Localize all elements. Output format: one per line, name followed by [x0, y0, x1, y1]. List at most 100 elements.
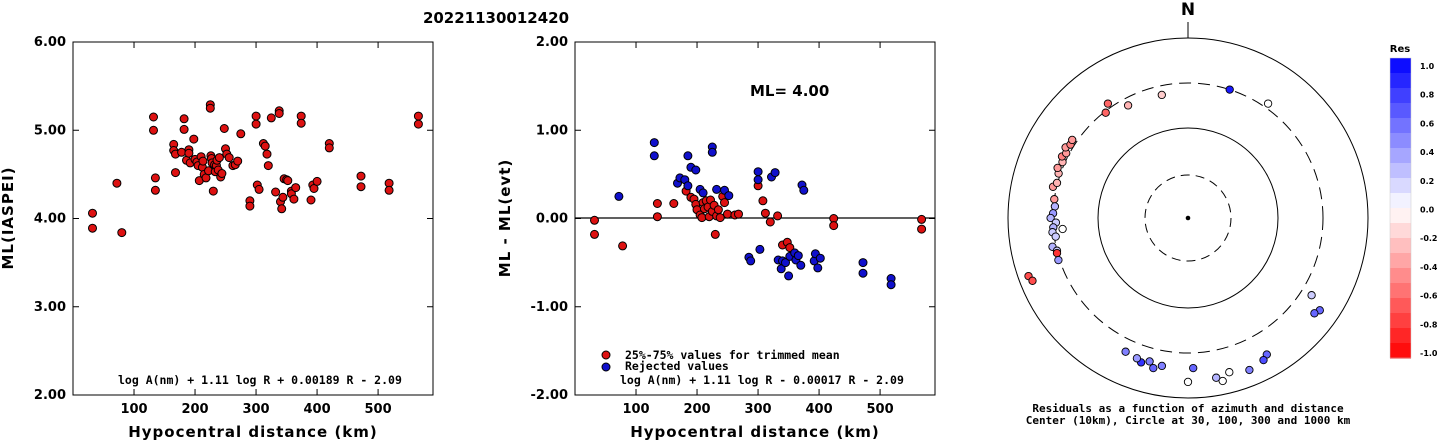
- legend: 25%-75% values for trimmed mean Rejected…: [601, 348, 840, 373]
- data-point: [289, 194, 299, 204]
- x-tick-label: 500: [867, 402, 894, 417]
- station-residual-point: [1225, 85, 1234, 94]
- data-point: [707, 147, 717, 157]
- station-residual-point: [1307, 291, 1316, 300]
- x-tick-label: 100: [120, 402, 147, 417]
- data-point: [683, 151, 693, 161]
- data-point: [179, 124, 189, 134]
- data-point: [652, 199, 662, 208]
- data-point: [781, 258, 790, 268]
- data-point: [260, 141, 270, 151]
- colorbar-swatch: [1390, 253, 1411, 269]
- colorbar-labels: 1.0 0.8 0.6 0.4 0.2 0.0 -0.2 -0.4 -0.6 -0.8 -1.0: [1420, 62, 1437, 358]
- data-point: [149, 112, 158, 122]
- north-label: N: [1181, 0, 1195, 20]
- data-point: [312, 176, 322, 186]
- data-point: [88, 223, 97, 233]
- data-point: [306, 195, 316, 205]
- data-point: [274, 109, 284, 118]
- data-point: [262, 149, 272, 159]
- plot-frame-1: [72, 41, 434, 396]
- colorbar-label: 0.2: [1420, 177, 1434, 186]
- colorbar-swatch: [1390, 103, 1411, 119]
- colorbar-label: 1.0: [1420, 62, 1435, 71]
- panel1-formula: log A(nm) + 1.11 log R + 0.00189 R - 2.0…: [118, 373, 402, 387]
- data-point: [858, 268, 868, 278]
- data-point: [198, 156, 208, 166]
- data-point: [720, 198, 729, 208]
- station-residual-point: [1225, 368, 1234, 377]
- station-residual-point: [1068, 135, 1077, 145]
- data-point: [715, 213, 725, 223]
- data-point: [724, 191, 734, 201]
- data-point: [886, 280, 896, 290]
- ml-annotation: ML= 4.00: [750, 82, 829, 100]
- data-point: [784, 271, 794, 281]
- data-point: [291, 183, 301, 193]
- station-residual-point: [1183, 377, 1193, 387]
- colorbar-label: 0.0: [1420, 206, 1435, 215]
- station-residual-point: [1157, 361, 1167, 371]
- data-point: [773, 211, 783, 221]
- station-residual-point: [1263, 99, 1273, 108]
- data-point: [758, 196, 768, 206]
- station-residual-point: [1121, 347, 1130, 356]
- station-residual-point: [1218, 376, 1227, 386]
- colorbar-outline: [1389, 57, 1412, 359]
- data-point: [683, 181, 693, 191]
- y-tick-label: 6.00: [34, 35, 66, 50]
- data-point: [796, 260, 806, 270]
- colorbar-swatch: [1390, 223, 1411, 239]
- data-point: [917, 214, 927, 224]
- legend-marker-rejected: [601, 362, 611, 372]
- colorbar-swatch: [1390, 118, 1411, 134]
- data-point: [214, 153, 224, 163]
- data-point: [278, 192, 288, 202]
- epicenter-dot: [1185, 215, 1191, 221]
- data-point: [150, 173, 160, 183]
- station-residual-point: [1052, 248, 1062, 258]
- x-tick-label: 100: [622, 402, 649, 417]
- station-residual-point: [1310, 309, 1319, 318]
- polar-caption-line2: Center (10km), Circle at 30, 100, 300 an…: [1026, 414, 1351, 427]
- data-point: [858, 258, 868, 268]
- data-point: [296, 118, 306, 128]
- panel2-ylabel: ML - ML(evt): [496, 159, 514, 277]
- station-residual-point: [1050, 195, 1059, 204]
- data-point: [917, 224, 927, 234]
- colorbar-swatch: [1390, 148, 1411, 164]
- colorbar-label: 0.8: [1420, 91, 1435, 100]
- data-point: [356, 182, 366, 192]
- colorbar-label: 0.4: [1420, 148, 1435, 157]
- data-point: [224, 153, 234, 163]
- data-point: [254, 184, 264, 194]
- data-point: [755, 244, 765, 254]
- data-point: [117, 228, 127, 238]
- station-residual-point: [1101, 108, 1110, 117]
- colorbar-swatch: [1390, 313, 1411, 329]
- colorbar: Res 1.0 0.8 0.6 0.4 0.2 0.0 -0.2 -0.4 -0.6 -0.8 -1…: [1389, 44, 1437, 359]
- data-point: [263, 161, 273, 171]
- data-point: [691, 165, 701, 175]
- x-tick-label: 200: [181, 402, 208, 417]
- colorbar-swatch: [1390, 208, 1411, 224]
- colorbar-swatches: [1389, 57, 1412, 359]
- y-tick-label: 0.00: [536, 212, 568, 227]
- colorbar-swatch: [1390, 163, 1411, 179]
- colorbar-swatch: [1390, 58, 1411, 74]
- data-point: [413, 119, 423, 129]
- data-point: [813, 263, 823, 273]
- data-point: [590, 229, 599, 239]
- colorbar-swatch: [1390, 283, 1411, 299]
- data-point: [384, 185, 394, 195]
- station-residual-point: [1149, 363, 1158, 373]
- colorbar-swatch: [1390, 73, 1411, 89]
- colorbar-label: -0.8: [1420, 320, 1437, 329]
- data-point: [277, 204, 287, 214]
- data-point: [177, 147, 187, 157]
- x-tick-label: 300: [744, 402, 771, 417]
- polar-caption-line1: Residuals as a function of azimuth and d…: [1032, 402, 1344, 415]
- data-point: [251, 111, 261, 121]
- data-point: [829, 221, 839, 231]
